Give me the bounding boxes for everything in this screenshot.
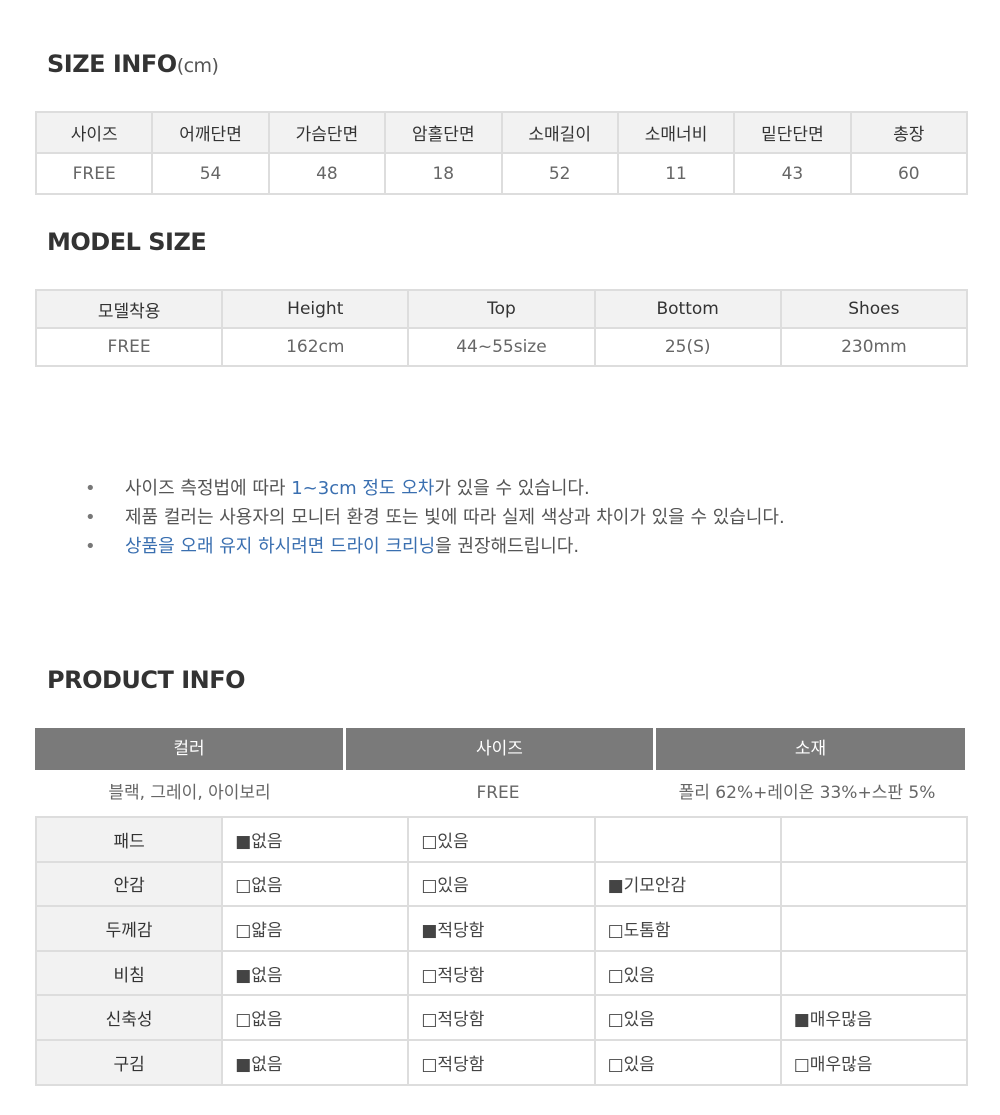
highlight-text: 상품을 오래 유지 하시려면 드라이 크리닝 — [125, 536, 436, 557]
product-header-cell: 컬러 — [35, 728, 343, 770]
table-cell: 44~55size — [407, 327, 596, 367]
attribute-option: ■없음 — [221, 1038, 410, 1086]
table-cell: 18 — [384, 152, 503, 195]
attribute-option: □적당함 — [407, 994, 596, 1041]
table-cell: FREE — [34, 152, 154, 195]
attribute-row: 안감 □없음 □있음 ■기모안감 — [34, 860, 969, 908]
column-header: 암홀단면 — [384, 111, 503, 154]
attribute-option — [779, 860, 969, 908]
attribute-row: 구김 ■없음 □적당함 □있음 □매우많음 — [34, 1038, 969, 1086]
attribute-row: 두께감 □얇음 ■적당함 □도톰함 — [34, 905, 969, 952]
attribute-row: 패드 ■없음 □있음 — [34, 816, 969, 863]
attribute-label: 신축성 — [34, 994, 224, 1041]
column-header: 소매길이 — [500, 111, 619, 154]
table-cell: 43 — [733, 152, 852, 195]
attribute-label: 안감 — [34, 860, 224, 908]
attribute-option: □없음 — [221, 860, 410, 908]
attribute-option: □매우많음 — [779, 1038, 969, 1086]
attribute-option: □없음 — [221, 994, 410, 1041]
attribute-option: □있음 — [407, 860, 596, 908]
column-header: 사이즈 — [34, 111, 154, 154]
product-header-cell: 소재 — [656, 728, 965, 770]
highlight-text: 1~3cm 정도 오차 — [291, 478, 435, 499]
column-header: Shoes — [779, 289, 969, 329]
attribute-option: □있음 — [593, 949, 782, 997]
attribute-option: □적당함 — [407, 1038, 596, 1086]
product-header: 컬러 사이즈 소재 — [35, 728, 968, 770]
size-info-title: SIZE INFO(cm) — [47, 50, 219, 78]
attribute-option: ■매우많음 — [779, 994, 969, 1041]
attribute-option: ■적당함 — [407, 905, 596, 952]
table-cell: 48 — [267, 152, 387, 195]
column-header: 어깨단면 — [151, 111, 270, 154]
note-item: 사이즈 측정법에 따라 1~3cm 정도 오차가 있을 수 있습니다. — [85, 474, 785, 503]
note-item: 제품 컬러는 사용자의 모니터 환경 또는 빛에 따라 실제 색상과 차이가 있… — [85, 503, 785, 532]
column-header: Top — [407, 289, 596, 329]
attribute-option — [593, 816, 782, 863]
note-text: 을 권장해드립니다. — [435, 536, 580, 557]
note-text: 사이즈 측정법에 따라 — [125, 478, 292, 499]
product-value: 블랙, 그레이, 아이보리 — [108, 783, 271, 803]
title-text: SIZE INFO — [47, 50, 177, 78]
attribute-row: 신축성 □없음 □적당함 □있음 ■매우많음 — [34, 994, 969, 1041]
product-header-cell: 사이즈 — [346, 728, 653, 770]
note-item: 상품을 오래 유지 하시려면 드라이 크리닝을 권장해드립니다. — [85, 532, 785, 561]
table-cell: 162cm — [221, 327, 410, 367]
attribute-row: 비침 ■없음 □적당함 □있음 — [34, 949, 969, 997]
attribute-option — [779, 905, 969, 952]
column-header: Bottom — [593, 289, 782, 329]
product-value: FREE — [476, 783, 520, 803]
attribute-option: ■기모안감 — [593, 860, 782, 908]
table-cell: 25(S) — [593, 327, 782, 367]
attribute-option: □적당함 — [407, 949, 596, 997]
attribute-label: 패드 — [34, 816, 224, 863]
table-cell: FREE — [34, 327, 224, 367]
column-header: 소매너비 — [616, 111, 736, 154]
model-table: 모델착용 Height Top Bottom Shoes FREE 162cm 44~55si… — [34, 289, 969, 367]
column-header: Height — [221, 289, 410, 329]
unit-text: (cm) — [176, 55, 219, 77]
attribute-option: □있음 — [407, 816, 596, 863]
product-value: 폴리 62%+레이온 33%+스판 5% — [678, 783, 936, 803]
column-header: 모델착용 — [34, 289, 224, 329]
attribute-option: □도톰함 — [593, 905, 782, 952]
column-header: 가슴단면 — [267, 111, 387, 154]
product-info-title: PRODUCT INFO — [47, 666, 246, 694]
table-cell: 52 — [500, 152, 619, 195]
attribute-option — [779, 949, 969, 997]
model-size-title: MODEL SIZE — [47, 228, 207, 256]
attribute-option: ■없음 — [221, 816, 410, 863]
attribute-label: 비침 — [34, 949, 224, 997]
table-cell: 230mm — [779, 327, 969, 367]
column-header: 총장 — [849, 111, 969, 154]
note-text: 가 있을 수 있습니다. — [434, 478, 590, 499]
notes-list: 사이즈 측정법에 따라 1~3cm 정도 오차가 있을 수 있습니다. 제품 컬러… — [85, 474, 785, 561]
attribute-option: □있음 — [593, 994, 782, 1041]
column-header: 밑단단면 — [733, 111, 852, 154]
table-cell: 60 — [849, 152, 969, 195]
table-cell: 11 — [616, 152, 736, 195]
table-cell: 54 — [151, 152, 270, 195]
size-table: 사이즈 어깨단면 가슴단면 암홀단면 소매길이 소매너비 밑단단면 총장 FREE 54 48 18 5… — [34, 111, 969, 195]
attribute-label: 두께감 — [34, 905, 224, 952]
attribute-option: □얇음 — [221, 905, 410, 952]
attribute-option: □있음 — [593, 1038, 782, 1086]
attribute-option — [779, 816, 969, 863]
attribute-label: 구김 — [34, 1038, 224, 1086]
attribute-table: 패드 ■없음 □있음 안감 □없음 □있음 ■기모안감 두께감 □얇음 ■적당함 □도톰함 비침 ■없음… — [34, 816, 969, 1086]
attribute-option: ■없음 — [221, 949, 410, 997]
note-text: 제품 컬러는 사용자의 모니터 환경 또는 빛에 따라 실제 색상과 차이가 있… — [125, 507, 785, 528]
product-values: 블랙, 그레이, 아이보리 FREE 폴리 62%+레이온 33%+스판 5% — [35, 770, 968, 816]
